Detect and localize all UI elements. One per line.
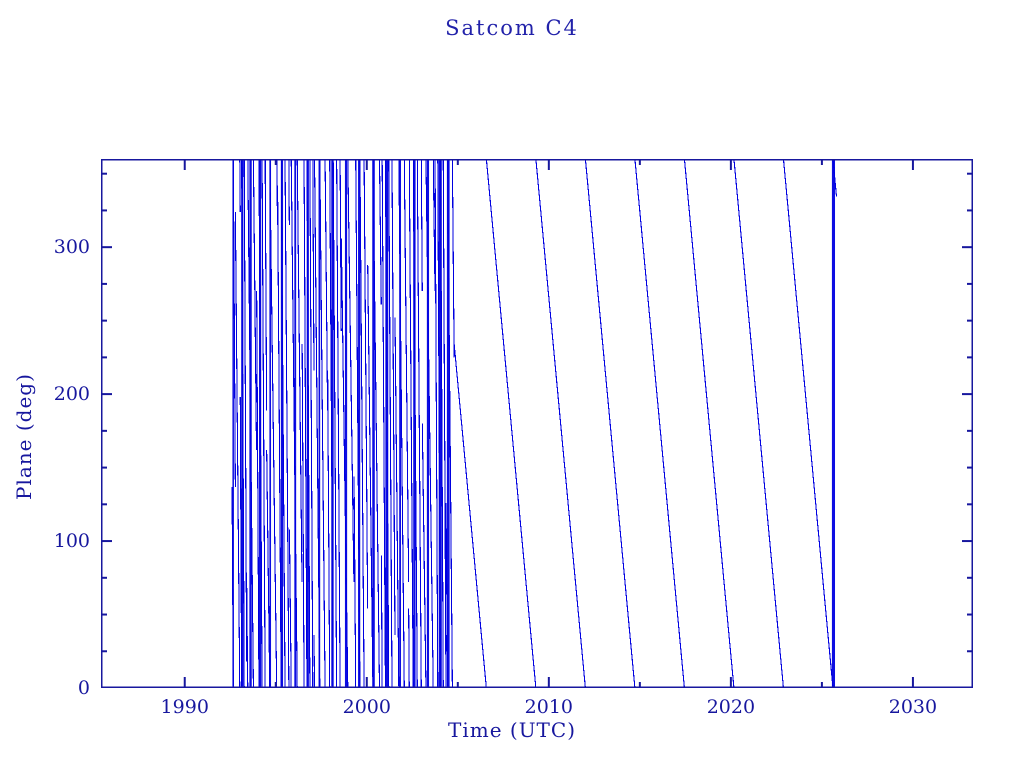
plot-area xyxy=(101,159,973,688)
y-tick-label: 0 xyxy=(77,677,90,699)
x-axis-title: Time (UTC) xyxy=(448,718,576,742)
x-tick-label: 2000 xyxy=(342,696,391,718)
x-tick-label: 2010 xyxy=(524,696,574,718)
x-tick-label: 2020 xyxy=(706,696,756,718)
x-tick-label: 1990 xyxy=(160,696,209,718)
axis-frame-layer xyxy=(101,159,973,688)
data-series-layer xyxy=(231,160,838,687)
y-tick-label: 200 xyxy=(53,383,90,406)
page-title: Satcom C4 xyxy=(445,16,579,40)
y-tick-label: 300 xyxy=(53,236,90,259)
plot-canvas xyxy=(101,159,973,688)
y-tick-label: 100 xyxy=(53,530,90,553)
y-axis-title: Plane (deg) xyxy=(12,373,36,500)
x-tick-label: 2030 xyxy=(888,696,938,718)
